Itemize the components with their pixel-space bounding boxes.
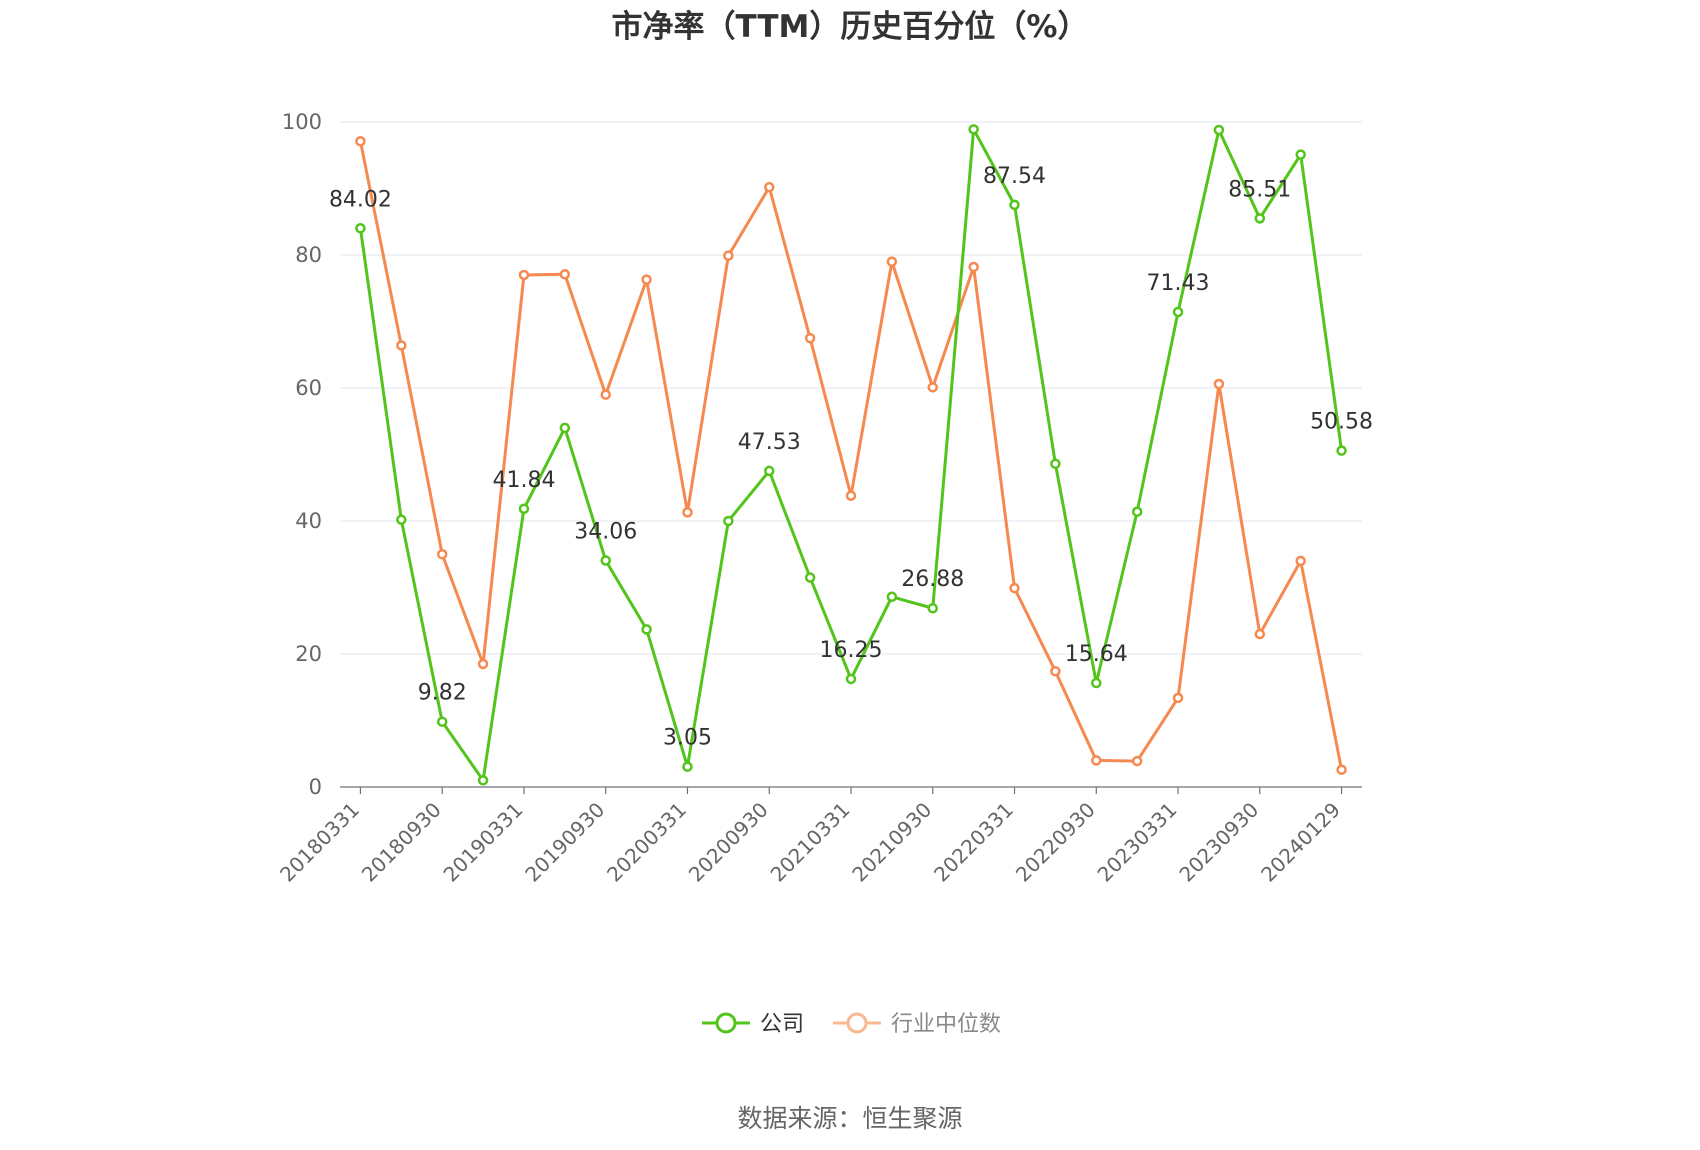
data-label: 87.54 bbox=[983, 164, 1046, 189]
data-point[interactable] bbox=[1336, 445, 1347, 456]
data-point[interactable] bbox=[804, 332, 816, 344]
data-point[interactable] bbox=[396, 514, 407, 525]
x-tick-label: 20200331 bbox=[602, 798, 691, 887]
data-point[interactable] bbox=[477, 775, 489, 786]
y-tick-label: 100 bbox=[282, 110, 322, 134]
data-point[interactable] bbox=[723, 250, 734, 261]
x-tick-label: 20190331 bbox=[439, 798, 528, 887]
series-layer bbox=[355, 124, 1347, 786]
x-tick-label: 20240129 bbox=[1256, 798, 1345, 887]
x-tick-label: 20190930 bbox=[520, 798, 609, 887]
data-point[interactable] bbox=[845, 673, 857, 685]
x-tick-label: 20230930 bbox=[1174, 798, 1263, 887]
data-point[interactable] bbox=[1050, 666, 1061, 677]
data-point[interactable] bbox=[804, 572, 816, 583]
data-label: 9.82 bbox=[418, 681, 467, 706]
data-point[interactable] bbox=[682, 507, 693, 518]
data-point[interactable] bbox=[1131, 755, 1143, 767]
x-tick-label: 20220930 bbox=[1011, 798, 1100, 887]
x-tick-label: 20210930 bbox=[847, 798, 936, 887]
data-point[interactable] bbox=[968, 261, 979, 273]
x-tick-label: 20180331 bbox=[275, 798, 364, 887]
x-tick-label: 20180930 bbox=[357, 798, 446, 887]
data-point[interactable] bbox=[396, 340, 407, 351]
data-point[interactable] bbox=[1009, 582, 1020, 594]
y-tick-label: 40 bbox=[295, 509, 322, 533]
series-1 bbox=[355, 136, 1347, 775]
data-point[interactable] bbox=[477, 658, 489, 670]
data-point[interactable] bbox=[927, 382, 939, 393]
data-point[interactable] bbox=[559, 269, 571, 280]
data-point[interactable] bbox=[518, 269, 530, 281]
data-point[interactable] bbox=[1254, 213, 1266, 224]
data-point[interactable] bbox=[600, 555, 611, 566]
data-point[interactable] bbox=[1295, 149, 1306, 160]
data-label: 26.88 bbox=[901, 567, 964, 592]
data-point[interactable] bbox=[1050, 458, 1061, 470]
x-tick-label: 20200930 bbox=[684, 798, 773, 887]
data-point[interactable] bbox=[1254, 628, 1266, 640]
x-tick-label: 20220331 bbox=[929, 798, 1018, 887]
legend[interactable]: 公司 行业中位数 bbox=[702, 1012, 1001, 1037]
data-label: 41.84 bbox=[492, 468, 555, 493]
y-tick-label: 20 bbox=[295, 642, 322, 666]
data-point[interactable] bbox=[1009, 199, 1020, 211]
data-point[interactable] bbox=[436, 716, 448, 727]
data-point[interactable] bbox=[641, 274, 652, 285]
data-label: 16.25 bbox=[820, 638, 883, 663]
data-point[interactable] bbox=[559, 422, 571, 434]
data-source: 数据来源：恒生聚源 bbox=[737, 1104, 962, 1133]
legend-label: 行业中位数 bbox=[891, 1012, 1001, 1037]
y-axis: 0 20 40 60 80 100 bbox=[282, 110, 322, 799]
data-point[interactable] bbox=[886, 256, 898, 267]
data-point[interactable] bbox=[1213, 378, 1225, 390]
data-point[interactable] bbox=[436, 549, 448, 560]
data-point[interactable] bbox=[518, 503, 530, 515]
data-point[interactable] bbox=[886, 591, 898, 603]
data-label: 84.02 bbox=[329, 187, 392, 212]
data-label: 3.05 bbox=[663, 726, 712, 751]
data-point[interactable] bbox=[1172, 306, 1184, 318]
chart-title: 市净率（TTM）历史百分位（%） bbox=[612, 9, 1089, 45]
data-point[interactable] bbox=[927, 602, 939, 614]
data-label: 34.06 bbox=[574, 520, 637, 545]
y-tick-label: 0 bbox=[309, 775, 322, 799]
data-labels: 84.02 9.82 41.84 34.06 3.05 47.53 16.25 26.88 87… bbox=[329, 164, 1373, 751]
data-label: 50.58 bbox=[1310, 410, 1373, 435]
data-label: 47.53 bbox=[738, 430, 801, 455]
data-point[interactable] bbox=[682, 761, 693, 772]
data-point[interactable] bbox=[1091, 755, 1102, 766]
data-point[interactable] bbox=[845, 490, 857, 501]
data-point[interactable] bbox=[355, 136, 366, 147]
data-label: 15.64 bbox=[1065, 642, 1128, 667]
legend-marker bbox=[715, 1012, 737, 1034]
data-point[interactable] bbox=[763, 465, 775, 477]
data-point[interactable] bbox=[1172, 692, 1184, 704]
y-tick-label: 80 bbox=[295, 243, 322, 267]
data-point[interactable] bbox=[600, 389, 611, 400]
series-0 bbox=[355, 124, 1347, 786]
legend-marker bbox=[846, 1012, 868, 1034]
data-point[interactable] bbox=[763, 181, 775, 193]
x-tick-label: 20210331 bbox=[766, 798, 855, 887]
data-point[interactable] bbox=[723, 515, 734, 527]
x-axis: 2018033120180930201903312019093020200331… bbox=[275, 786, 1362, 887]
y-tick-label: 60 bbox=[295, 376, 322, 400]
data-point[interactable] bbox=[1131, 506, 1143, 517]
data-point[interactable] bbox=[1295, 555, 1306, 567]
legend-label: 公司 bbox=[760, 1012, 804, 1037]
data-label: 85.51 bbox=[1228, 177, 1291, 202]
x-tick-label: 20230331 bbox=[1093, 798, 1182, 887]
data-point[interactable] bbox=[641, 624, 652, 635]
data-point[interactable] bbox=[355, 223, 366, 234]
legend-item[interactable]: 公司 bbox=[702, 1012, 804, 1037]
data-point[interactable] bbox=[968, 124, 979, 135]
data-point[interactable] bbox=[1213, 124, 1225, 136]
data-label: 71.43 bbox=[1147, 271, 1210, 296]
data-point[interactable] bbox=[1091, 677, 1102, 689]
data-point[interactable] bbox=[1336, 764, 1347, 775]
legend-item[interactable]: 行业中位数 bbox=[833, 1012, 1001, 1037]
